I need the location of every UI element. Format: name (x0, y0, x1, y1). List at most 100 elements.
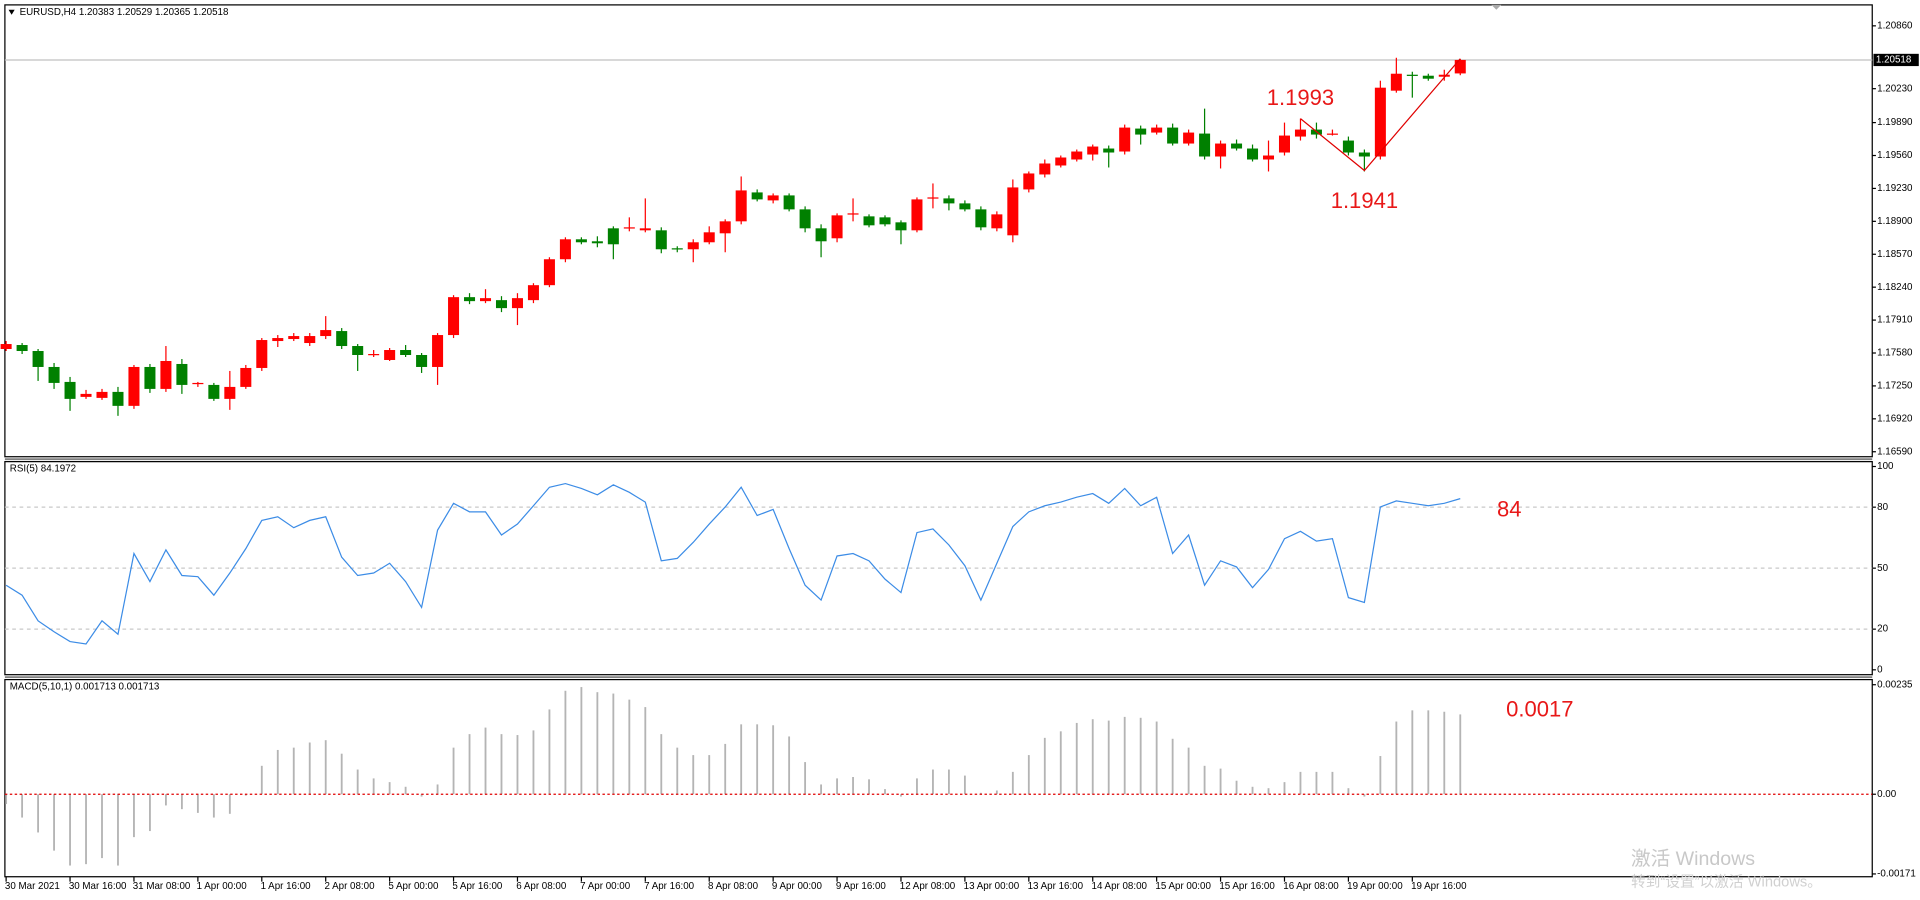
macd-bar (1363, 794, 1366, 797)
candle-body (1342, 140, 1354, 153)
macd-bar (356, 769, 359, 795)
macd-bar (53, 794, 55, 851)
macd-bar (404, 786, 407, 795)
macd-bar (324, 740, 327, 795)
candle-body (1263, 155, 1275, 160)
macd-bar (1251, 786, 1254, 795)
macd-bar (484, 727, 487, 795)
candle-body (288, 336, 300, 340)
macd-bar (292, 747, 295, 795)
macd-title: MACD(5,10,1) 0.001713 0.001713 (10, 682, 160, 693)
macd-bar (1347, 788, 1350, 795)
macd-bar (1203, 765, 1206, 795)
candle-body (1438, 74, 1450, 77)
candle-body (16, 345, 28, 352)
macd-bar (276, 749, 279, 795)
macd-bar (1459, 714, 1462, 795)
candle-body (448, 297, 460, 336)
candle-body (176, 363, 188, 385)
macd-bar (5, 794, 8, 805)
price-title: EURUSD,H4 1.20383 1.20529 1.20365 1.2051… (20, 7, 229, 18)
symbol-menu-arrow[interactable] (8, 9, 15, 15)
macd-bar (468, 734, 471, 795)
price-pane (4, 4, 1873, 458)
y-tick-label: 1.17910 (1877, 315, 1913, 326)
x-tick-label: 30 Mar 2021 (5, 881, 60, 892)
candle-body (783, 195, 795, 210)
y-tick-label: 1.20230 (1877, 83, 1913, 94)
macd-bar (948, 769, 950, 795)
candle-body (128, 366, 140, 406)
candle-body (527, 285, 539, 301)
macd-bar (1219, 768, 1222, 795)
macd-bar (644, 707, 647, 795)
candle-body (384, 350, 396, 360)
candle-body (1087, 146, 1099, 155)
candle-body (1294, 129, 1306, 137)
macd-bar (820, 784, 822, 795)
macd-bar (1267, 788, 1270, 795)
candle-body (1103, 148, 1115, 153)
x-tick-label: 9 Apr 00:00 (772, 881, 823, 892)
candle-body (160, 360, 172, 389)
candle-body (1039, 163, 1051, 175)
macd-bar (676, 747, 679, 795)
macd-bar (660, 734, 663, 795)
candle-body (943, 198, 955, 204)
candle-body (543, 259, 555, 286)
candle-body (1199, 133, 1211, 157)
current-price-box (1873, 53, 1919, 67)
candle-body (895, 222, 907, 231)
y-tick-label: 1.18240 (1877, 282, 1913, 293)
macd-bar (1011, 771, 1014, 795)
macd-bar (724, 743, 727, 795)
candle-body (751, 192, 763, 200)
candle-body (416, 354, 428, 367)
macd-bar (772, 725, 775, 795)
watermark-title: 激活 Windows (1631, 848, 1755, 870)
candle-body (511, 298, 523, 309)
y-tick-label: 1.20860 (1877, 20, 1913, 31)
candle-body (1231, 143, 1243, 149)
candle-body (1422, 75, 1434, 79)
candle-body (96, 391, 108, 398)
candle-body (112, 391, 124, 406)
rsi-line (5, 482, 1461, 645)
macd-bar (916, 778, 918, 795)
x-tick-label: 12 Apr 08:00 (900, 881, 956, 892)
macd-bar (69, 794, 71, 866)
candle-body (272, 338, 284, 342)
macd-bar (340, 753, 343, 795)
macd-bar (1331, 771, 1334, 795)
macd-bar (1155, 721, 1158, 795)
macd-bar (1315, 771, 1318, 795)
candle-body (559, 239, 571, 260)
macd-bar (1075, 722, 1078, 795)
candle-body (831, 215, 843, 239)
zigzag-line (1300, 58, 1461, 172)
macd-bar (852, 776, 854, 795)
candle-body (1135, 128, 1147, 135)
macd-bar (628, 699, 631, 795)
candle-body (64, 381, 76, 399)
candle-body (304, 336, 316, 344)
candle-body (1167, 127, 1179, 144)
macd-bar (372, 778, 375, 795)
candle-body (863, 216, 875, 226)
x-tick-label: 2 Apr 08:00 (324, 881, 375, 892)
candle-body (623, 227, 635, 229)
candle-body (1023, 173, 1035, 190)
y-tick-label: 1.19890 (1877, 117, 1913, 128)
candle-body (192, 382, 204, 385)
candle-body (1215, 143, 1227, 157)
macd-bar (868, 779, 870, 795)
y-tick-label: 0.00 (1877, 789, 1897, 800)
candle-body (959, 203, 971, 210)
candle-body (879, 217, 891, 225)
rsi-annotation: 84 (1497, 497, 1522, 522)
x-tick-label: 30 Mar 16:00 (69, 881, 127, 892)
x-tick-label: 5 Apr 00:00 (388, 881, 439, 892)
candle-body (799, 209, 811, 229)
candle-body (400, 350, 412, 355)
